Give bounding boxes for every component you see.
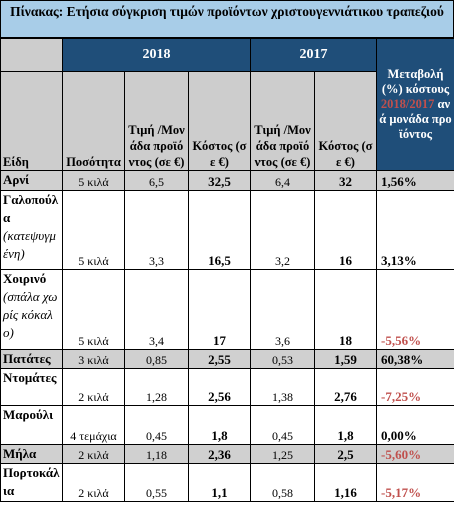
change-cell: 3,13%: [376, 190, 454, 270]
cost-2017-cell: 32: [314, 170, 377, 191]
unit-price-2017-cell: 1,38: [250, 368, 315, 406]
table-row: Αρνί 5 κιλά 6,5 32,5 6,4 32 1,56%: [0, 170, 454, 191]
unit-price-2018-cell: 1,18: [124, 444, 189, 464]
header-corner: [0, 38, 63, 72]
cost-2017-cell: 1,16: [314, 463, 377, 502]
item-name-text: Ντομάτες: [3, 370, 57, 385]
table-title: Πίνακας: Ετήσια σύγκριση τιμών προϊόντων…: [0, 0, 454, 38]
cost-2018-cell: 16,5: [188, 190, 251, 270]
table-row: Γαλοπούλα (κατεψυγμένη) 5 κιλά 3,3 16,5 3,2 16…: [0, 190, 454, 270]
quantity-cell: 5 κιλά: [62, 170, 125, 191]
cost-2018-cell: 32,5: [188, 170, 251, 191]
cost-2018-cell: 1,1: [188, 463, 251, 502]
table-row: Μήλα 2 κιλά 1,18 2,36 1,25 2,5 -5,60%: [0, 444, 454, 464]
cost-2017-cell: 18: [314, 269, 377, 350]
quantity-cell: 2 κιλά: [62, 368, 125, 406]
change-header-part1: Μεταβολή (%) κόστους: [381, 67, 450, 96]
item-name: Μήλα: [0, 444, 63, 464]
item-name-text: Χοιρινό: [3, 271, 47, 286]
unit-price-2018-cell: 0,45: [124, 405, 189, 445]
cost-2018-cell: 2,55: [188, 349, 251, 369]
change-header: Μεταβολή (%) κόστους 2018/2017 ανά μονάδ…: [376, 38, 454, 171]
cost-2018-cell: 2,36: [188, 444, 251, 464]
cost-2017-cell: 2,76: [314, 368, 377, 406]
item-name: Αρνί: [0, 170, 63, 191]
quantity-cell: 2 κιλά: [62, 444, 125, 464]
unit-price-2017-cell: 0,58: [250, 463, 315, 502]
table-row: Πορτοκάλια 2 κιλά 0,55 1,1 0,58 1,16 -5,17%: [0, 463, 454, 502]
quantity-cell: 2 κιλά: [62, 463, 125, 502]
table-row: Ντομάτες 2 κιλά 1,28 2,56 1,38 2,76 -7,25%: [0, 368, 454, 406]
item-name-text: Μήλα: [3, 446, 37, 461]
unit-price-2018-cell: 0,55: [124, 463, 189, 502]
quantity-cell: 5 κιλά: [62, 190, 125, 270]
item-name: Πορτοκάλια: [0, 463, 63, 502]
quantity-cell: 3 κιλά: [62, 349, 125, 369]
unit-price-2018-cell: 0,85: [124, 349, 189, 369]
unit-price-2017-header: Τιμή /Μονάδα προϊόντος (σε €): [250, 71, 315, 171]
unit-price-2017-cell: 0,45: [250, 405, 315, 445]
change-cell: 1,56%: [376, 170, 454, 191]
item-name-text: Πατάτες: [3, 351, 51, 366]
cost-2018-cell: 1,8: [188, 405, 251, 445]
item-name: Γαλοπούλα (κατεψυγμένη): [0, 190, 63, 270]
item-name: Χοιρινό (σπάλα χωρίς κόκαλο): [0, 269, 63, 350]
cost-2017-cell: 2,5: [314, 444, 377, 464]
item-name: Μαρούλι: [0, 405, 63, 445]
item-name-text: Αρνί: [3, 172, 30, 187]
item-name-text: Γαλοπούλα: [3, 192, 59, 225]
unit-price-2018-header: Τιμή /Μονάδα προϊόντος (σε €): [124, 71, 189, 171]
unit-price-2018-cell: 3,3: [124, 190, 189, 270]
unit-price-2018-cell: 1,28: [124, 368, 189, 406]
unit-price-2017-cell: 6,4: [250, 170, 315, 191]
change-cell: -7,25%: [376, 368, 454, 406]
unit-price-2018-cell: 3,4: [124, 269, 189, 350]
item-name: Πατάτες: [0, 349, 63, 369]
cost-2017-cell: 1,59: [314, 349, 377, 369]
cost-2017-cell: 1,8: [314, 405, 377, 445]
cost-2018-header: Κόστος (σε €): [188, 71, 251, 171]
quantity-header: Ποσότητα: [62, 71, 125, 171]
cost-2018-cell: 2,56: [188, 368, 251, 406]
table-row: Μαρούλι 4 τεμάχια 0,45 1,8 0,45 1,8 0,00%: [0, 405, 454, 445]
change-cell: -5,17%: [376, 463, 454, 502]
item-name: Ντομάτες: [0, 368, 63, 406]
item-header: Είδη: [0, 71, 63, 171]
unit-price-2018-cell: 6,5: [124, 170, 189, 191]
change-cell: 0,00%: [376, 405, 454, 445]
unit-price-2017-cell: 3,2: [250, 190, 315, 270]
item-note: (κατεψυγμένη): [3, 228, 56, 261]
item-name-text: Μαρούλι: [3, 407, 54, 422]
change-cell: -5,56%: [376, 269, 454, 350]
change-cell: 60,38%: [376, 349, 454, 369]
year-2017-header: 2017: [250, 38, 377, 72]
cost-2018-cell: 17: [188, 269, 251, 350]
price-comparison-table: 2018 2017 Μεταβολή (%) κόστους 2018/2017…: [0, 38, 454, 502]
unit-price-2017-cell: 0,53: [250, 349, 315, 369]
item-note: (σπάλα χωρίς κόκαλο): [3, 289, 58, 340]
quantity-cell: 4 τεμάχια: [62, 405, 125, 445]
table-row: Πατάτες 3 κιλά 0,85 2,55 0,53 1,59 60,38%: [0, 349, 454, 369]
cost-2017-header: Κόστος (σε €): [314, 71, 377, 171]
quantity-cell: 5 κιλά: [62, 269, 125, 350]
table-row: Χοιρινό (σπάλα χωρίς κόκαλο) 5 κιλά 3,4 17 3,…: [0, 269, 454, 350]
unit-price-2017-cell: 3,6: [250, 269, 315, 350]
unit-price-2017-cell: 1,25: [250, 444, 315, 464]
year-2018-header: 2018: [62, 38, 251, 72]
change-header-part2: ανά μονάδα προϊόντος: [379, 97, 452, 141]
change-header-years: 2018/2017: [380, 97, 435, 111]
change-cell: -5,60%: [376, 444, 454, 464]
item-name-text: Πορτοκάλια: [3, 465, 60, 498]
cost-2017-cell: 16: [314, 190, 377, 270]
